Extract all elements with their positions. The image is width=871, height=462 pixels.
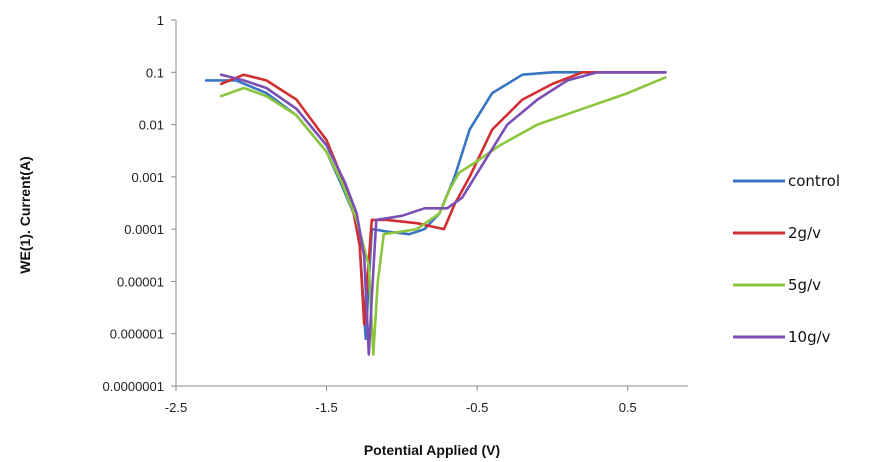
y-tick-label: 0.1 [146,65,164,80]
y-tick-label: 1 [157,13,164,28]
axes: 1 0.1 0.01 0.001 0.0001 0.00001 0.000001 0.0000… [103,13,688,415]
y-tick-label: 0.0000001 [103,379,164,394]
x-tick-label: 0.5 [619,400,637,415]
legend-label-5g-v: 5g/v [788,276,821,294]
y-tick-label: 0.000001 [110,327,164,342]
y-tick-label: 0.001 [131,170,164,185]
x-tick-label: -2.5 [165,400,187,415]
y-axis-title: WE(1). Current(A) [17,156,33,273]
y-tick-label: 0.01 [139,118,164,133]
x-tick-label: -1.5 [315,400,337,415]
series-line-control [204,71,667,341]
y-tick-label: 0.0001 [124,222,164,237]
legend: control 2g/v 5g/v 10g/v [733,172,840,346]
series-line-5g-v [219,76,667,356]
legend-label-10g-v: 10g/v [788,328,831,346]
x-axis-title: Potential Applied (V) [364,442,500,458]
legend-label-2g-v: 2g/v [788,224,821,242]
x-tick-label: -0.5 [466,400,488,415]
y-tick-label: 0.00001 [117,274,164,289]
series-line-10g-v [219,71,667,356]
series-layer [204,71,667,356]
series-line-2g-v [219,71,667,326]
legend-label-control: control [788,172,840,190]
